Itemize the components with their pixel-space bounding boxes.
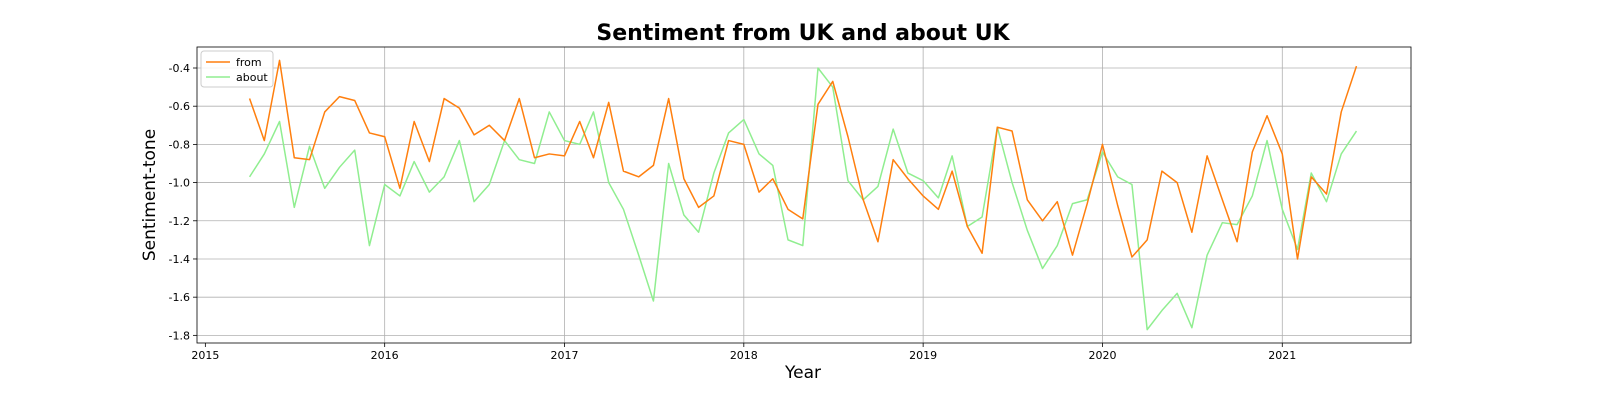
- plot-frame: [196, 46, 1412, 344]
- y-tick-label--0.8: -0.8: [169, 138, 190, 151]
- x-tick-label-2020: 2020: [1088, 349, 1116, 362]
- chart-title: Sentiment from UK and about UK: [596, 21, 1010, 46]
- series-lines: [248, 59, 1358, 331]
- legend-label-about: about: [236, 71, 268, 84]
- y-tick-label--0.6: -0.6: [169, 100, 190, 113]
- legend-label-from: from: [236, 56, 262, 69]
- grid: [197, 47, 1411, 343]
- y-tick-label--1.2: -1.2: [169, 215, 190, 228]
- series-line-from: [248, 59, 1358, 260]
- x-axis-label: Year: [784, 363, 821, 383]
- y-tick-label--1.8: -1.8: [169, 329, 190, 342]
- y-tick-label--1.6: -1.6: [169, 291, 190, 304]
- y-tick-label--1.4: -1.4: [169, 253, 190, 266]
- x-axis-ticks: 2015 2016 2017 2018 2019 2020 2021: [191, 343, 1296, 362]
- x-tick-label-2016: 2016: [371, 349, 399, 362]
- series-line-about: [248, 67, 1358, 331]
- legend-box: [200, 50, 274, 88]
- y-axis-ticks: -0.4 -0.6 -0.8 -1.0 -1.2 -1.4 -1.6 -1.8: [169, 62, 197, 342]
- y-axis-label: Sentiment-tone: [140, 129, 160, 261]
- x-tick-label-2021: 2021: [1268, 349, 1296, 362]
- y-tick-label--1.0: -1.0: [169, 177, 190, 190]
- x-tick-label-2017: 2017: [550, 349, 578, 362]
- legend: from about: [200, 50, 274, 88]
- x-tick-label-2018: 2018: [730, 349, 758, 362]
- x-tick-label-2015: 2015: [191, 349, 219, 362]
- y-tick-label--0.4: -0.4: [169, 62, 190, 75]
- x-tick-label-2019: 2019: [909, 349, 937, 362]
